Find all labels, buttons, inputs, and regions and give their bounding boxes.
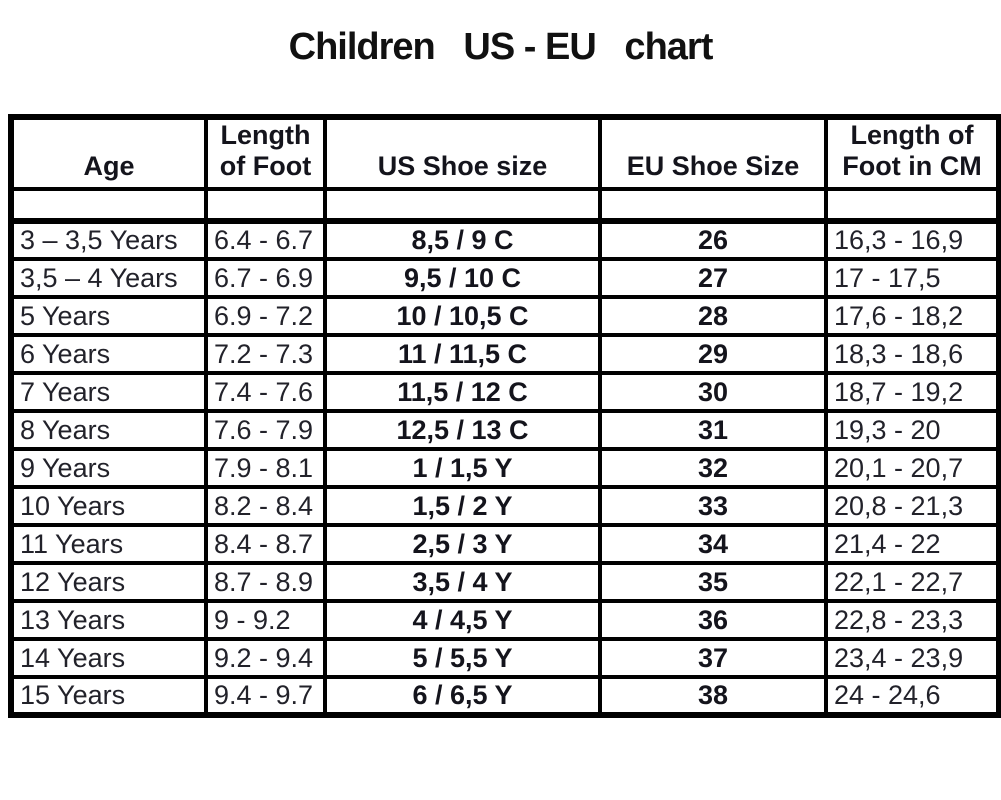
- us-size-cell: 10 / 10,5 C: [323, 295, 602, 338]
- header-foot-in-cm: Length of Foot in CM: [824, 114, 1001, 192]
- table-row: 7 Years 7.4 - 7.6 11,5 / 12 C 30 18,7 - …: [9, 371, 1001, 414]
- spacer-cell: [598, 187, 828, 225]
- spacer-cell: [323, 187, 602, 225]
- spacer-cell: [204, 187, 327, 225]
- table-body: 3 – 3,5 Years 6.4 - 6.7 8,5 / 9 C 26 16,…: [9, 219, 1001, 718]
- age-cell: 12 Years: [9, 561, 208, 604]
- foot-length-cm-cell: 17 - 17,5: [824, 257, 1001, 300]
- header-eu-shoe-size: EU Shoe Size: [598, 114, 828, 192]
- foot-length-cm-cell: 24 - 24,6: [824, 675, 1001, 718]
- foot-length-cell: 6.7 - 6.9: [204, 257, 327, 300]
- age-cell: 9 Years: [9, 447, 208, 490]
- eu-size-cell: 26: [598, 219, 828, 262]
- eu-size-cell: 35: [598, 561, 828, 604]
- table-row: 5 Years 6.9 - 7.2 10 / 10,5 C 28 17,6 - …: [9, 295, 1001, 338]
- us-size-cell: 1 / 1,5 Y: [323, 447, 602, 490]
- foot-length-cm-cell: 22,8 - 23,3: [824, 599, 1001, 642]
- foot-length-cm-cell: 18,7 - 19,2: [824, 371, 1001, 414]
- eu-size-cell: 37: [598, 637, 828, 680]
- eu-size-cell: 33: [598, 485, 828, 528]
- age-cell: 11 Years: [9, 523, 208, 566]
- table-row: 8 Years 7.6 - 7.9 12,5 / 13 C 31 19,3 - …: [9, 409, 1001, 452]
- header-length-of-foot: Length of Foot: [204, 114, 327, 192]
- table-row: 12 Years 8.7 - 8.9 3,5 / 4 Y 35 22,1 - 2…: [9, 561, 1001, 604]
- us-size-cell: 5 / 5,5 Y: [323, 637, 602, 680]
- age-cell: 3 – 3,5 Years: [9, 219, 208, 262]
- age-cell: 7 Years: [9, 371, 208, 414]
- foot-length-cm-cell: 22,1 - 22,7: [824, 561, 1001, 604]
- foot-length-cell: 7.9 - 8.1: [204, 447, 327, 490]
- foot-length-cell: 9.2 - 9.4: [204, 637, 327, 680]
- foot-length-cm-cell: 19,3 - 20: [824, 409, 1001, 452]
- foot-length-cm-cell: 18,3 - 18,6: [824, 333, 1001, 376]
- eu-size-cell: 34: [598, 523, 828, 566]
- header-us-shoe-size: US Shoe size: [323, 114, 602, 192]
- foot-length-cm-cell: 17,6 - 18,2: [824, 295, 1001, 338]
- age-cell: 14 Years: [9, 637, 208, 680]
- age-cell: 3,5 – 4 Years: [9, 257, 208, 300]
- us-size-cell: 3,5 / 4 Y: [323, 561, 602, 604]
- foot-length-cm-cell: 23,4 - 23,9: [824, 637, 1001, 680]
- table-row: 6 Years 7.2 - 7.3 11 / 11,5 C 29 18,3 - …: [9, 333, 1001, 376]
- eu-size-cell: 28: [598, 295, 828, 338]
- foot-length-cm-cell: 20,8 - 21,3: [824, 485, 1001, 528]
- us-size-cell: 1,5 / 2 Y: [323, 485, 602, 528]
- foot-length-cell: 9 - 9.2: [204, 599, 327, 642]
- foot-length-cell: 7.6 - 7.9: [204, 409, 327, 452]
- age-cell: 10 Years: [9, 485, 208, 528]
- eu-size-cell: 36: [598, 599, 828, 642]
- table-row: 9 Years 7.9 - 8.1 1 / 1,5 Y 32 20,1 - 20…: [9, 447, 1001, 490]
- us-size-cell: 8,5 / 9 C: [323, 219, 602, 262]
- eu-size-cell: 27: [598, 257, 828, 300]
- us-size-cell: 4 / 4,5 Y: [323, 599, 602, 642]
- table-row: 15 Years 9.4 - 9.7 6 / 6,5 Y 38 24 - 24,…: [9, 675, 1001, 718]
- age-cell: 15 Years: [9, 675, 208, 718]
- foot-length-cm-cell: 20,1 - 20,7: [824, 447, 1001, 490]
- us-size-cell: 9,5 / 10 C: [323, 257, 602, 300]
- foot-length-cm-cell: 16,3 - 16,9: [824, 219, 1001, 262]
- spacer-row: [9, 187, 1001, 225]
- size-chart-table: Age Length of Foot US Shoe size EU Shoe …: [8, 114, 1001, 719]
- foot-length-cell: 8.7 - 8.9: [204, 561, 327, 604]
- table-row: 10 Years 8.2 - 8.4 1,5 / 2 Y 33 20,8 - 2…: [9, 485, 1001, 528]
- table-row: 3 – 3,5 Years 6.4 - 6.7 8,5 / 9 C 26 16,…: [9, 219, 1001, 262]
- age-cell: 13 Years: [9, 599, 208, 642]
- foot-length-cell: 6.4 - 6.7: [204, 219, 327, 262]
- page-title: Children US - EU chart: [288, 26, 714, 68]
- us-size-cell: 2,5 / 3 Y: [323, 523, 602, 566]
- table-row: 11 Years 8.4 - 8.7 2,5 / 3 Y 34 21,4 - 2…: [9, 523, 1001, 566]
- foot-length-cell: 7.4 - 7.6: [204, 371, 327, 414]
- foot-length-cell: 9.4 - 9.7: [204, 675, 327, 718]
- foot-length-cell: 7.2 - 7.3: [204, 333, 327, 376]
- eu-size-cell: 29: [598, 333, 828, 376]
- spacer-cell: [824, 187, 1001, 225]
- eu-size-cell: 32: [598, 447, 828, 490]
- age-cell: 8 Years: [9, 409, 208, 452]
- header-age: Age: [9, 114, 208, 192]
- us-size-cell: 11,5 / 12 C: [323, 371, 602, 414]
- header-row: Age Length of Foot US Shoe size EU Shoe …: [9, 114, 1001, 192]
- spacer-cell: [9, 187, 208, 225]
- foot-length-cell: 8.2 - 8.4: [204, 485, 327, 528]
- table-row: 3,5 – 4 Years 6.7 - 6.9 9,5 / 10 C 27 17…: [9, 257, 1001, 300]
- foot-length-cell: 6.9 - 7.2: [204, 295, 327, 338]
- eu-size-cell: 38: [598, 675, 828, 718]
- age-cell: 6 Years: [9, 333, 208, 376]
- foot-length-cm-cell: 21,4 - 22: [824, 523, 1001, 566]
- eu-size-cell: 31: [598, 409, 828, 452]
- us-size-cell: 6 / 6,5 Y: [323, 675, 602, 718]
- us-size-cell: 11 / 11,5 C: [323, 333, 602, 376]
- us-size-cell: 12,5 / 13 C: [323, 409, 602, 452]
- table-row: 14 Years 9.2 - 9.4 5 / 5,5 Y 37 23,4 - 2…: [9, 637, 1001, 680]
- eu-size-cell: 30: [598, 371, 828, 414]
- foot-length-cell: 8.4 - 8.7: [204, 523, 327, 566]
- age-cell: 5 Years: [9, 295, 208, 338]
- table-row: 13 Years 9 - 9.2 4 / 4,5 Y 36 22,8 - 23,…: [9, 599, 1001, 642]
